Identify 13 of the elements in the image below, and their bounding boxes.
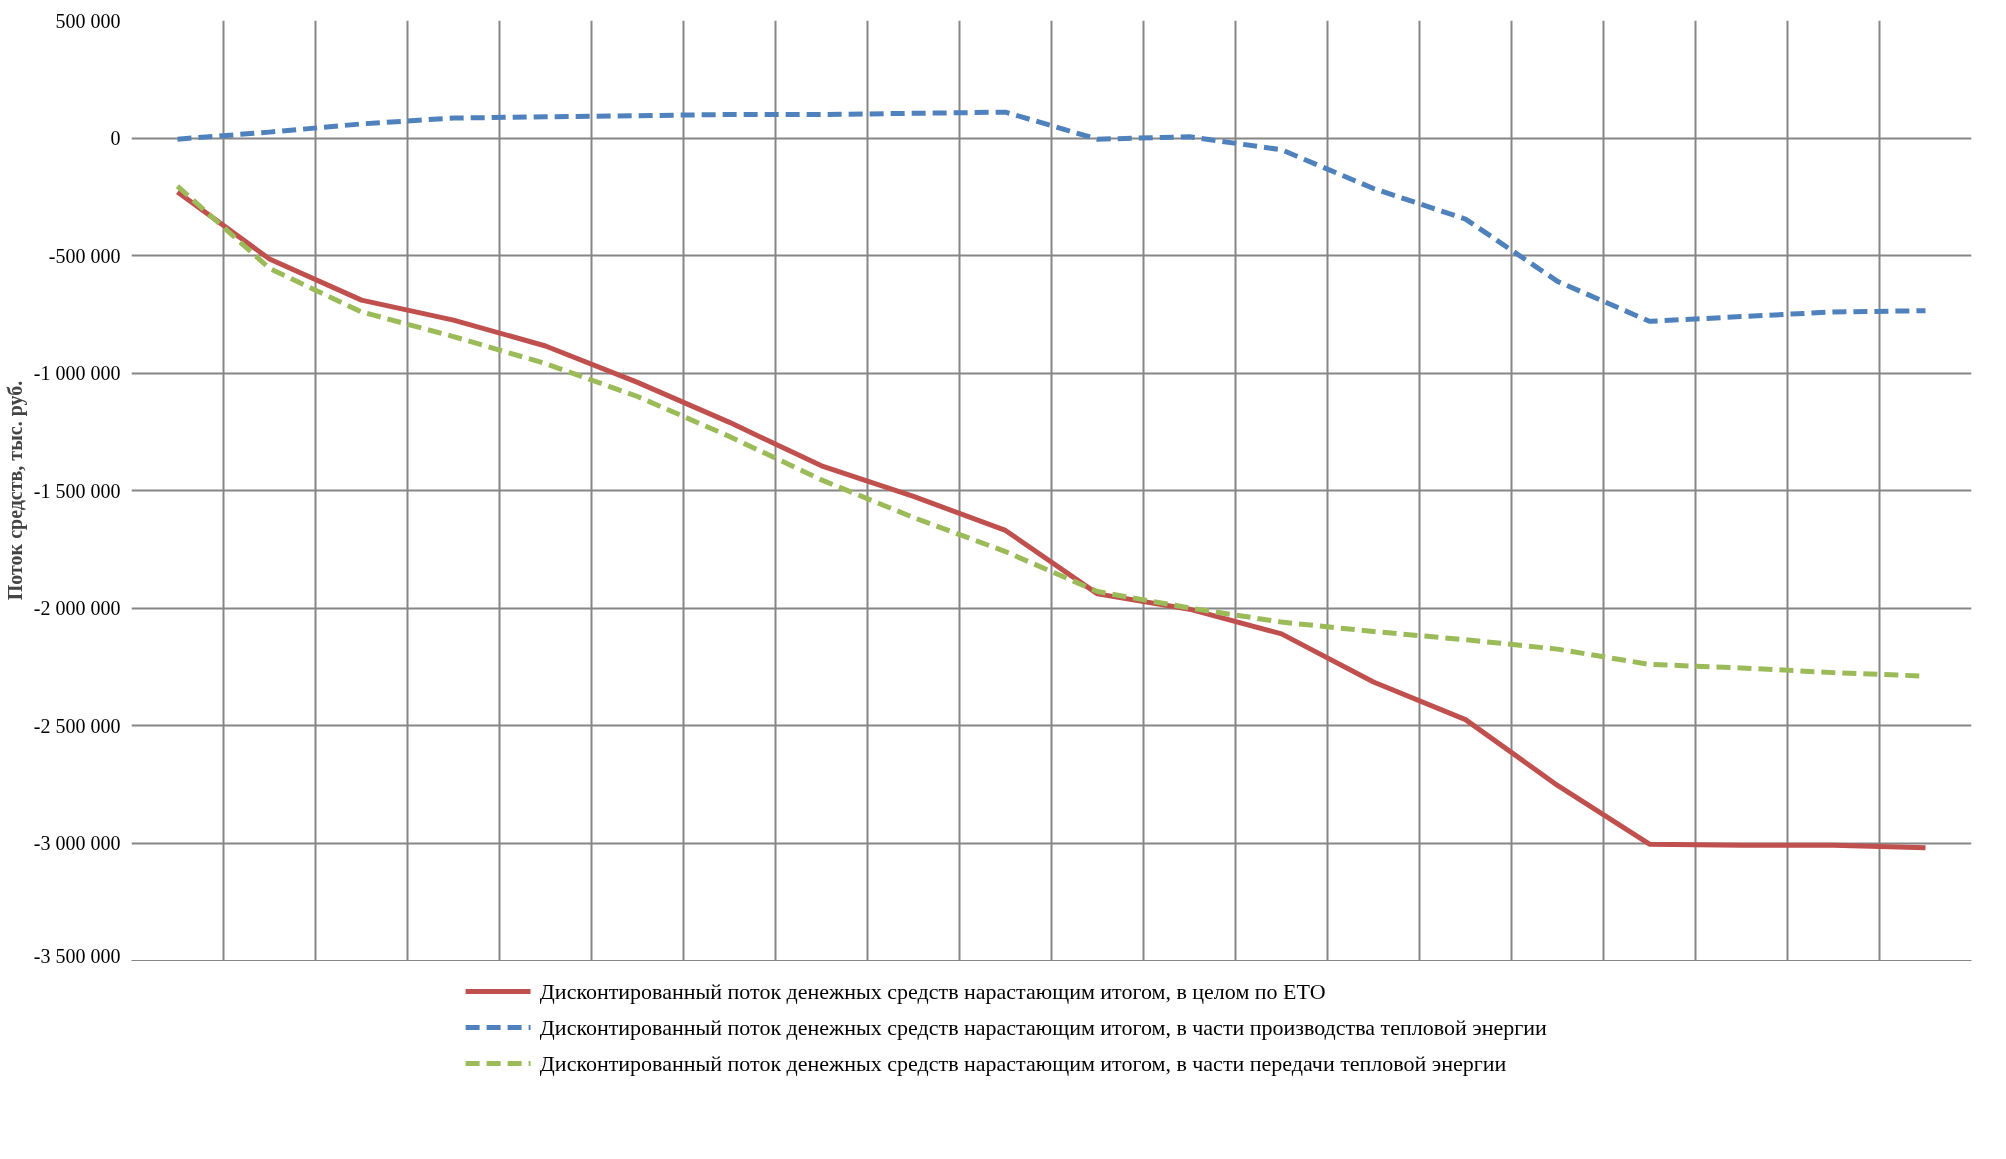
y-tick-label: -3 500 000 [33,944,121,967]
y-tick-label: 500 000 [55,9,121,32]
legend-label: Дисконтированный поток денежных средств нарастающим итогом, в целом по ЕТО [539,979,1326,1004]
y-tick-label: -500 000 [48,244,121,267]
y-axis-title: Поток средств, тыс. руб. [3,380,27,601]
y-tick-label: -1 000 000 [33,362,121,384]
legend-label: Дисконтированный поток денежных средств нарастающим итогом, в части производства тепловой энергии [539,1015,1547,1040]
legend-label: Дисконтированный поток денежных средств нарастающим итогом, в части передачи тепловой энергии [539,1051,1507,1076]
y-tick-label: 0 [110,127,121,149]
y-tick-label: -3 000 000 [33,832,121,854]
y-tick-label: -1 500 000 [33,479,121,502]
y-tick-label: -2 500 000 [33,714,121,737]
y-tick-label: -2 000 000 [33,597,121,619]
